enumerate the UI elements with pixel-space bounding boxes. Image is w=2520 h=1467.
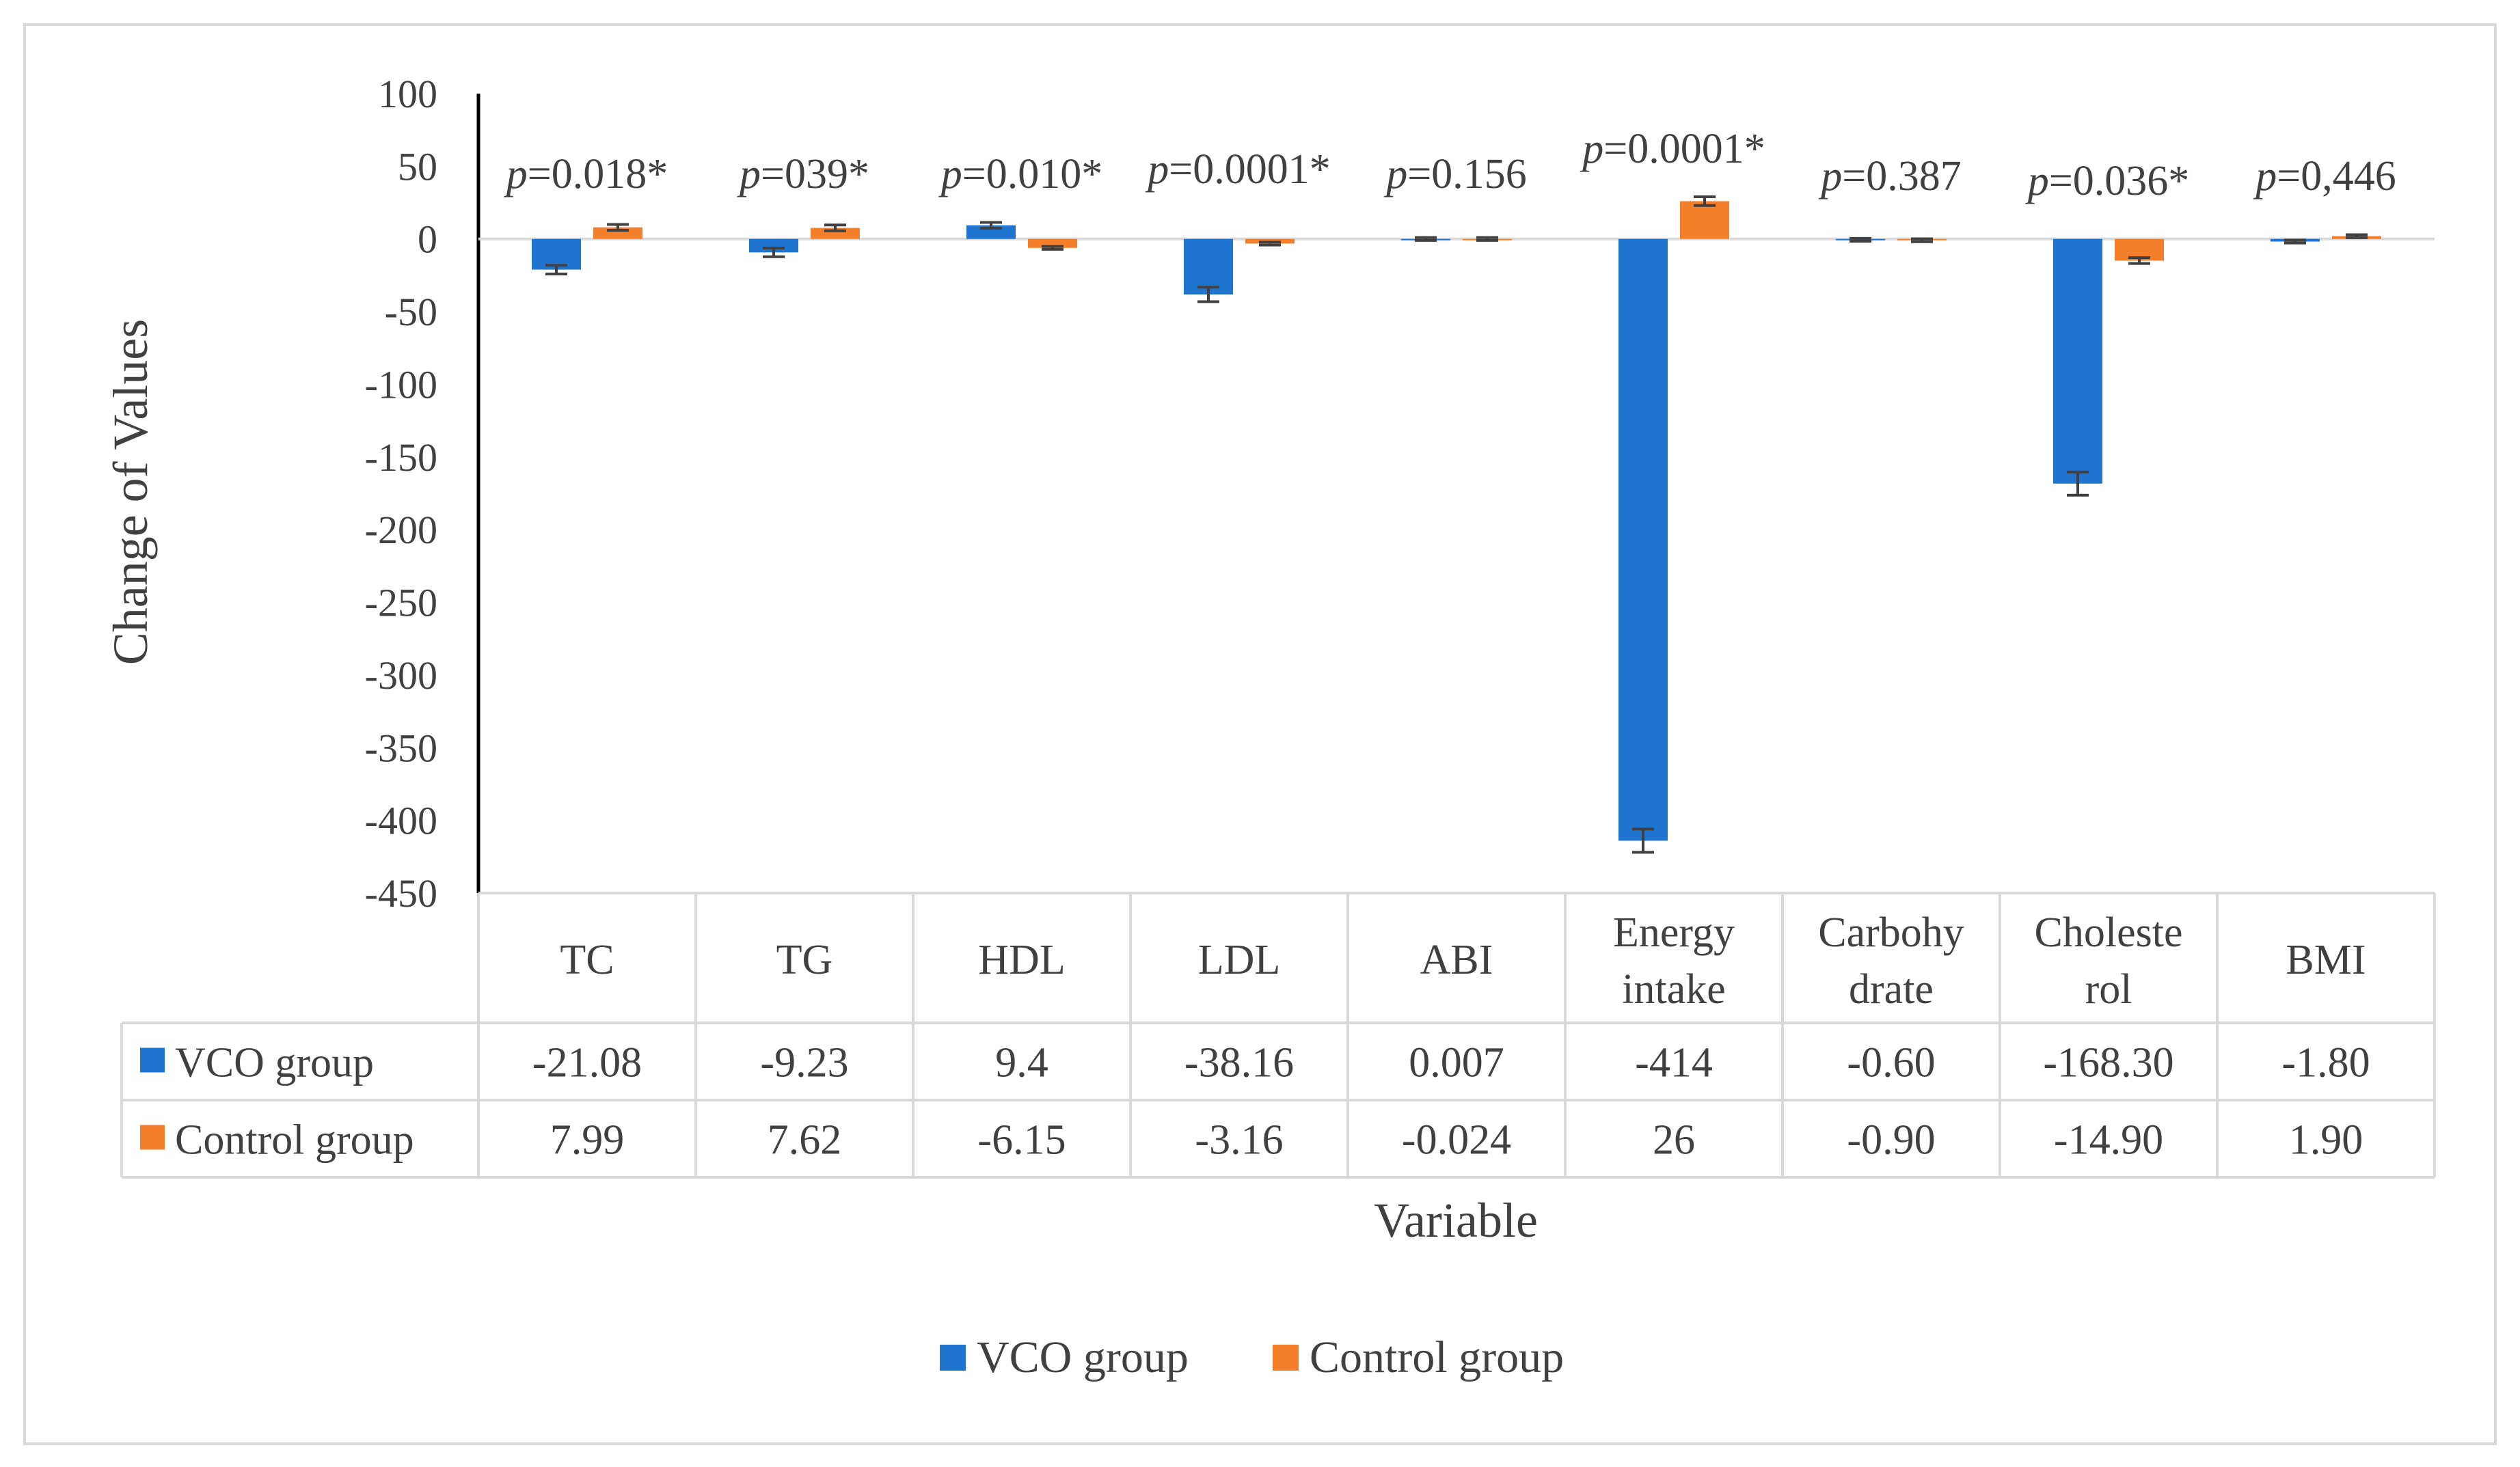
y-tick-label: 0: [418, 217, 437, 262]
y-tick-label: 50: [398, 144, 437, 189]
category-label: LDL: [1198, 937, 1281, 983]
table-cell: -0.90: [1847, 1117, 1935, 1164]
category-label: Carbohy: [1818, 909, 1964, 956]
category-label: Energy: [1613, 909, 1735, 956]
table-cell: 26: [1653, 1117, 1695, 1164]
legend-label: Control group: [1310, 1332, 1564, 1382]
series-label: VCO group: [175, 1040, 374, 1086]
bar: [749, 238, 798, 253]
bar: [1184, 238, 1233, 294]
series-swatch: [140, 1047, 165, 1073]
p-values: p=0.018* p=039* p=0.010* p=0.0001* p=0.156 p=…: [504, 126, 2396, 204]
legend: VCO group Control group: [940, 1332, 1564, 1382]
legend-swatch: [940, 1345, 966, 1371]
table-cell: -38.16: [1184, 1040, 1294, 1086]
table-cell: -3.16: [1195, 1117, 1283, 1164]
series-swatch: [140, 1125, 165, 1150]
y-tick-label: 100: [378, 72, 437, 116]
series-label: Control group: [175, 1117, 414, 1164]
p-value-label: p=0.387: [1818, 153, 1961, 200]
y-axis-title: Change of Values: [103, 319, 158, 666]
category-label: ABI: [1420, 937, 1493, 983]
table-cell: 7.99: [550, 1117, 625, 1164]
p-value-label: p=0.156: [1383, 151, 1526, 197]
bars: [478, 195, 2435, 854]
y-tick-label: -150: [365, 435, 437, 480]
bar: [1618, 238, 1668, 841]
category-label: BMI: [2286, 937, 2366, 983]
bar: [593, 227, 642, 239]
bar: [966, 225, 1016, 239]
table-cell: -0.60: [1847, 1040, 1935, 1086]
category-label: TG: [776, 937, 833, 983]
category-label: Choleste: [2035, 909, 2183, 956]
y-axis: 100 50 0 -50 -100 -150 -200 -250 -300 -350 -400 -45…: [365, 72, 480, 916]
bar: [811, 228, 860, 239]
p-value-label: p=0,446: [2253, 153, 2396, 200]
category-label: TC: [560, 937, 614, 983]
table-cell: -14.90: [2054, 1117, 2163, 1164]
legend-label: VCO group: [977, 1332, 1189, 1382]
table-cell: -414: [1635, 1040, 1713, 1086]
bar: [1028, 238, 1077, 248]
table-cell: -0.024: [1402, 1117, 1511, 1164]
table-cell: -1.80: [2281, 1040, 2370, 1086]
table-cell: -21.08: [532, 1040, 642, 1086]
p-value-label: p=0.018*: [504, 151, 668, 197]
table-cell: 1.90: [2289, 1117, 2363, 1164]
data-table: TC TG HDL LDL ABI Energy intake Carbohy drate Cho…: [120, 892, 2436, 1179]
y-tick-label: -200: [365, 508, 437, 552]
p-value-label: p=0.010*: [938, 151, 1102, 197]
x-axis-title: Variable: [1374, 1193, 1538, 1248]
category-label: rol: [2085, 966, 2132, 1013]
category-label: intake: [1622, 966, 1726, 1013]
table-cell: -6.15: [977, 1117, 1066, 1164]
y-tick-label: -50: [385, 290, 437, 334]
table-cell: 7.62: [768, 1117, 842, 1164]
table-cell: 0.007: [1409, 1040, 1504, 1086]
category-label: drate: [1849, 966, 1934, 1013]
p-value-label: p=039*: [737, 151, 869, 197]
y-tick-label: -250: [365, 581, 437, 625]
y-tick-label: -350: [365, 726, 437, 770]
table-cell: 9.4: [995, 1040, 1048, 1086]
y-tick-label: -450: [365, 871, 437, 916]
y-tick-label: -400: [365, 799, 437, 843]
table-cell: -168.30: [2043, 1040, 2173, 1086]
p-value-label: p=0.036*: [2025, 158, 2189, 204]
y-tick-label: -300: [365, 653, 437, 698]
bar: [2053, 238, 2102, 484]
bar: [1680, 201, 1729, 239]
category-label: HDL: [978, 937, 1065, 983]
p-value-label: p=0.0001*: [1580, 126, 1765, 172]
table-cell: -9.23: [760, 1040, 848, 1086]
p-value-label: p=0.0001*: [1145, 146, 1330, 193]
legend-swatch: [1273, 1345, 1299, 1371]
y-tick-label: -100: [365, 362, 437, 407]
